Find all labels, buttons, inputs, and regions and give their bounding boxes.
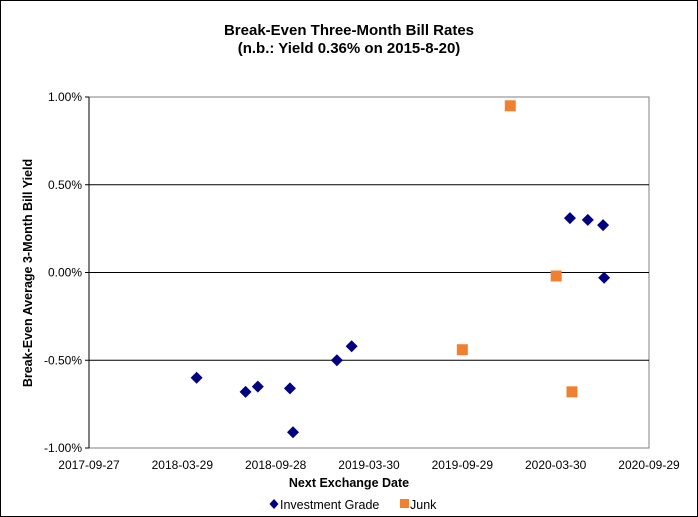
x-tick-label: 2018-09-28 [245,458,307,472]
x-tick-label: 2020-09-29 [618,458,680,472]
investment-grade-point [190,371,203,384]
investment-grade-point [581,213,594,226]
x-tick-label: 2019-09-29 [432,458,494,472]
legend-diamond-icon [269,499,279,509]
investment-grade-point [345,340,358,353]
junk-point [456,344,468,356]
investment-grade-point [598,271,611,284]
junk-point [566,386,578,398]
investment-grade-point [330,354,343,367]
x-axis-label: Next Exchange Date [289,476,409,490]
investment-grade-point [287,426,300,439]
legend-junk: Junk [410,498,437,512]
y-tick-label: 0.00% [48,266,82,280]
legend-square-icon [400,499,409,508]
chart-title: Break-Even Three-Month Bill Rates [224,22,474,39]
investment-grade-point [251,380,264,393]
investment-grade-point [563,212,576,225]
y-axis-label: Break-Even Average 3-Month Bill Yield [21,159,35,387]
legend-investment-grade: Investment Grade [280,498,379,512]
y-tick-label: 1.00% [48,90,82,104]
investment-grade-point [283,382,296,395]
investment-grade-point [239,385,252,398]
legend: Investment Grade Junk [269,498,437,512]
x-tick-label: 2019-03-30 [338,458,400,472]
junk-point [550,270,562,282]
junk-point [504,100,516,112]
chart-subtitle: (n.b.: Yield 0.36% on 2015-8-20) [238,40,461,57]
investment-grade-point [597,219,610,232]
x-tick-label: 2020-03-30 [525,458,587,472]
x-tick-label: 2017-09-27 [58,458,120,472]
y-tick-label: -0.50% [44,353,82,367]
x-tick-label: 2018-03-29 [152,458,214,472]
y-tick-label: 0.50% [48,178,82,192]
y-tick-label: -1.00% [44,441,82,455]
